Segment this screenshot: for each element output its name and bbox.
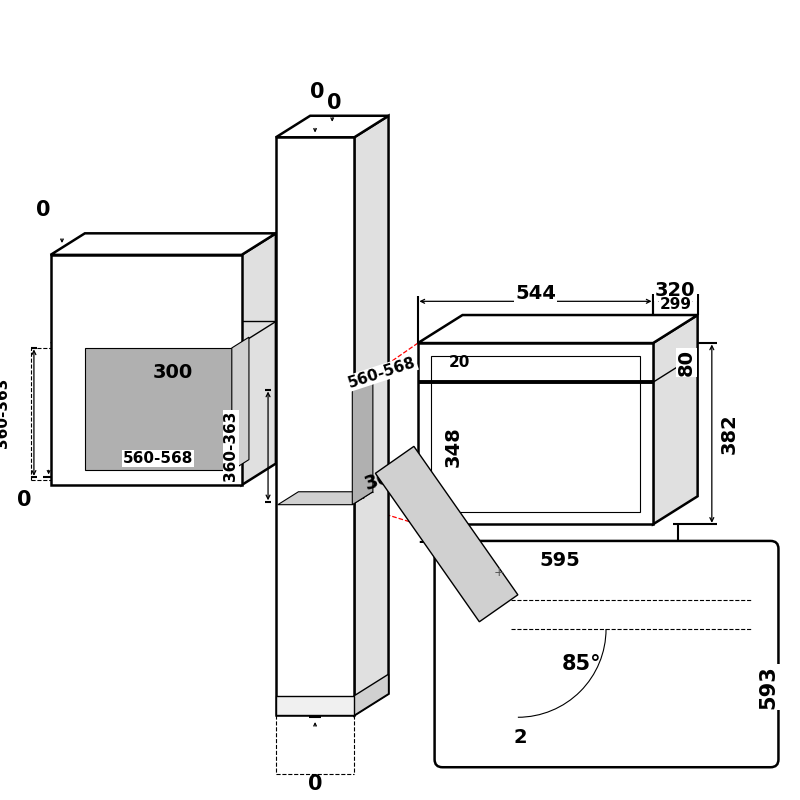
Text: 595: 595 — [540, 551, 580, 570]
Text: 0: 0 — [310, 82, 324, 102]
Text: 20: 20 — [448, 355, 470, 370]
Polygon shape — [50, 255, 242, 485]
Polygon shape — [352, 374, 373, 505]
Text: 0: 0 — [308, 774, 322, 794]
Text: 2: 2 — [513, 728, 526, 747]
Polygon shape — [354, 116, 389, 715]
Text: 300: 300 — [362, 463, 406, 494]
Text: 85°: 85° — [562, 654, 602, 674]
Text: 14: 14 — [417, 531, 438, 546]
Text: 21: 21 — [442, 531, 463, 546]
Text: 320: 320 — [655, 281, 695, 300]
Polygon shape — [278, 492, 373, 505]
Text: 348: 348 — [444, 426, 462, 467]
Text: 299: 299 — [659, 298, 691, 312]
Text: 300: 300 — [153, 363, 193, 382]
Polygon shape — [418, 343, 653, 524]
FancyBboxPatch shape — [434, 541, 778, 767]
Text: 593: 593 — [758, 665, 778, 709]
Polygon shape — [276, 696, 354, 715]
Text: 0: 0 — [17, 490, 31, 510]
Text: 360-363: 360-363 — [223, 410, 238, 481]
Polygon shape — [276, 138, 354, 715]
Text: +: + — [494, 566, 504, 578]
Text: 560-568: 560-568 — [123, 451, 194, 466]
Text: 382: 382 — [720, 414, 739, 454]
Text: 0: 0 — [327, 93, 342, 113]
Polygon shape — [242, 234, 276, 485]
Polygon shape — [276, 116, 389, 138]
Text: 560-568: 560-568 — [346, 355, 418, 391]
Polygon shape — [653, 315, 698, 524]
Text: 0: 0 — [37, 200, 51, 220]
Text: 80: 80 — [677, 349, 696, 376]
Polygon shape — [354, 674, 389, 715]
Text: 544: 544 — [515, 284, 556, 303]
Polygon shape — [232, 337, 249, 470]
Text: 360-363: 360-363 — [0, 378, 10, 448]
Polygon shape — [375, 446, 518, 622]
Polygon shape — [50, 234, 276, 255]
Polygon shape — [85, 348, 232, 470]
Polygon shape — [418, 315, 698, 343]
